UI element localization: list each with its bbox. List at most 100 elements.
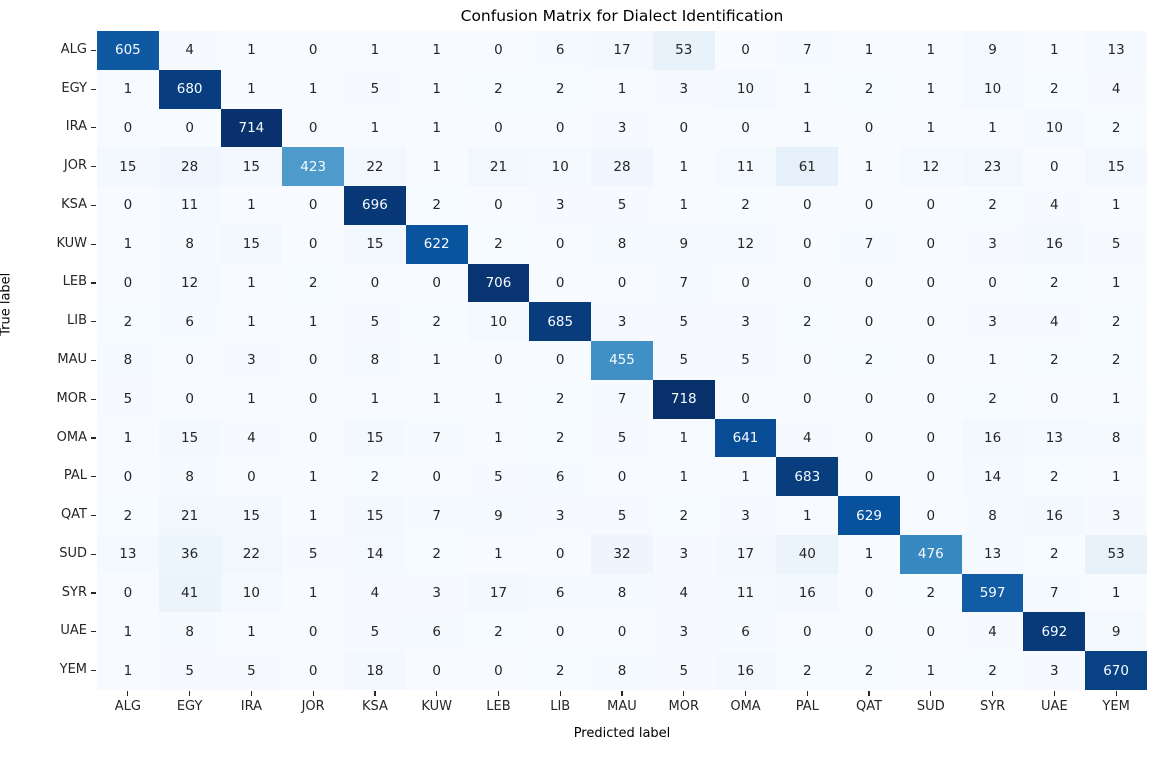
y-tick-mark <box>91 514 96 517</box>
matrix-cell: 0 <box>158 379 221 419</box>
matrix-cell: 14 <box>344 534 406 574</box>
matrix-cell: 15 <box>220 147 283 187</box>
matrix-cell: 5 <box>344 612 406 652</box>
matrix-cell: 13 <box>1023 418 1086 458</box>
matrix-cell: 0 <box>838 186 900 225</box>
matrix-cell: 718 <box>652 379 715 419</box>
matrix-cell: 0 <box>714 31 777 70</box>
matrix-cell: 3 <box>591 108 653 148</box>
y-tick-label: LEB <box>62 274 87 290</box>
matrix-cell: 5 <box>344 302 406 342</box>
matrix-cell: 15 <box>220 496 283 535</box>
matrix-cell: 5 <box>591 186 653 225</box>
matrix-cell: 423 <box>282 147 345 187</box>
matrix-cell: 714 <box>220 108 283 148</box>
matrix-cell: 0 <box>838 612 900 652</box>
matrix-cell: 5 <box>282 534 345 574</box>
y-tick-label: LIB <box>67 313 87 329</box>
matrix-cell: 1 <box>97 224 159 264</box>
matrix-cell: 5 <box>652 651 715 690</box>
matrix-cell: 1 <box>467 418 530 458</box>
x-tick-label: YEM <box>1102 699 1130 714</box>
matrix-cell: 0 <box>838 108 900 148</box>
matrix-cell: 16 <box>1023 224 1086 264</box>
matrix-cell: 9 <box>652 224 715 264</box>
matrix-cell: 0 <box>158 108 221 148</box>
matrix-cell: 4 <box>961 612 1024 652</box>
heatmap-grid: 605 4 1 0 1 1 0 6 17 53 0 7 1 1 9 1 13 1 680 1 1 5 1 2 2 1 3 10 1 2 1 1… <box>97 31 1147 690</box>
matrix-cell: 0 <box>529 108 592 148</box>
matrix-cell: 1 <box>652 418 715 458</box>
x-tick-label: KUW <box>421 699 452 714</box>
matrix-cell: 0 <box>282 186 345 225</box>
matrix-cell: 641 <box>714 418 777 458</box>
matrix-cell: 0 <box>899 302 962 342</box>
y-tick-label: SYR <box>61 584 87 600</box>
y-tick-mark <box>91 282 96 284</box>
matrix-cell: 5 <box>652 302 715 342</box>
matrix-cell: 1 <box>591 69 653 109</box>
matrix-cell: 629 <box>838 496 900 535</box>
matrix-cell: 11 <box>714 147 777 187</box>
matrix-cell: 18 <box>344 651 406 690</box>
x-tick-label: MAU <box>607 699 637 714</box>
matrix-cell: 4 <box>1085 69 1147 109</box>
matrix-cell: 8 <box>158 457 221 497</box>
matrix-cell: 0 <box>529 224 592 264</box>
matrix-cell: 4 <box>1023 186 1086 225</box>
matrix-cell: 0 <box>652 108 715 148</box>
matrix-cell: 1 <box>1085 186 1147 225</box>
matrix-cell: 15 <box>344 224 406 264</box>
matrix-cell: 1 <box>405 341 468 380</box>
x-tick-mark <box>374 691 376 696</box>
y-tick-label: UAE <box>60 623 87 639</box>
matrix-cell: 0 <box>467 651 530 690</box>
matrix-cell: 1 <box>97 418 159 458</box>
matrix-cell: 3 <box>591 302 653 342</box>
matrix-cell: 0 <box>838 379 900 419</box>
matrix-cell: 10 <box>220 573 283 613</box>
matrix-cell: 2 <box>282 263 345 303</box>
matrix-cell: 9 <box>961 31 1024 70</box>
matrix-cell: 0 <box>899 341 962 380</box>
matrix-cell: 28 <box>158 147 221 187</box>
x-tick-label: SUD <box>916 699 945 714</box>
y-tick-label: MAU <box>57 352 87 367</box>
matrix-cell: 1 <box>1085 263 1147 303</box>
y-tick-mark <box>91 437 96 439</box>
matrix-cell: 0 <box>776 379 839 419</box>
y-tick-label: PAL <box>63 468 87 484</box>
matrix-cell: 0 <box>899 418 962 458</box>
matrix-cell: 3 <box>714 496 777 535</box>
matrix-cell: 2 <box>961 186 1024 225</box>
matrix-cell: 15 <box>344 496 406 535</box>
matrix-cell: 1 <box>467 534 530 574</box>
matrix-cell: 0 <box>776 224 839 264</box>
matrix-cell: 2 <box>529 418 592 458</box>
matrix-cell: 476 <box>899 534 962 574</box>
matrix-cell: 0 <box>899 612 962 652</box>
y-tick-label: EGY <box>61 80 87 96</box>
matrix-cell: 28 <box>591 147 653 187</box>
matrix-cell: 0 <box>714 263 777 303</box>
matrix-cell: 8 <box>591 651 653 690</box>
matrix-cell: 683 <box>776 457 839 497</box>
matrix-cell: 0 <box>405 651 468 690</box>
matrix-cell: 5 <box>652 341 715 380</box>
y-tick-label: MOR <box>56 390 87 406</box>
matrix-cell: 1 <box>405 379 468 419</box>
matrix-cell: 1 <box>652 147 715 187</box>
matrix-cell: 0 <box>282 612 345 652</box>
matrix-cell: 1 <box>282 69 345 109</box>
y-tick-mark <box>91 359 96 362</box>
matrix-cell: 5 <box>591 418 653 458</box>
matrix-cell: 0 <box>591 263 653 303</box>
y-tick-mark <box>91 592 96 594</box>
matrix-cell: 1 <box>220 69 283 109</box>
matrix-cell: 0 <box>838 263 900 303</box>
matrix-cell: 9 <box>467 496 530 535</box>
matrix-cell: 0 <box>899 263 962 303</box>
matrix-cell: 16 <box>714 651 777 690</box>
x-axis-label: Predicted label <box>573 726 671 741</box>
matrix-cell: 8 <box>591 224 653 264</box>
